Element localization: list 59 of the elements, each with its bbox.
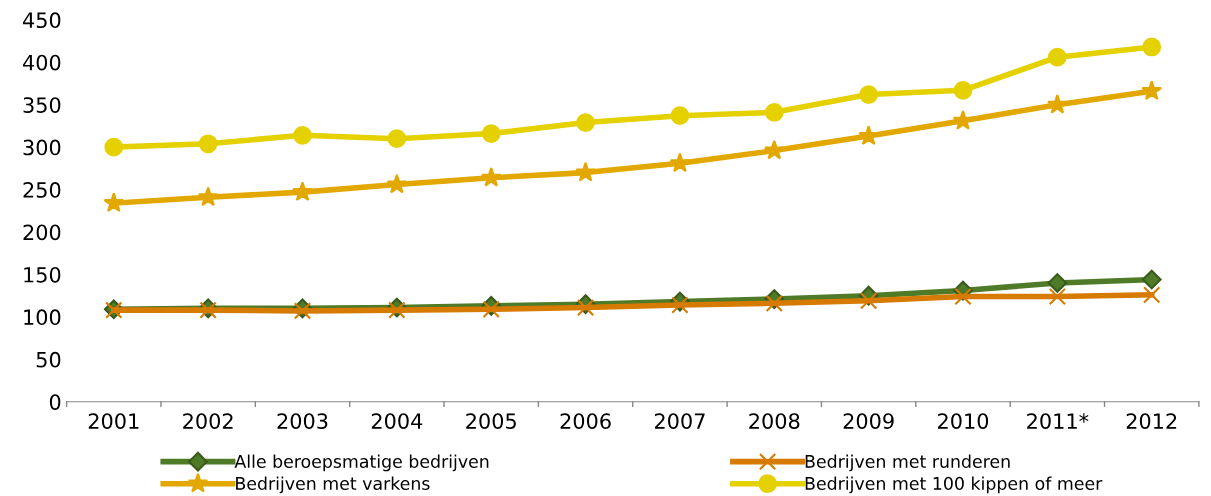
point (669, 152, 691, 173)
point (1048, 287, 1067, 306)
point (197, 186, 219, 207)
x-tick-label: 2007 (654, 413, 705, 429)
point (104, 137, 124, 157)
point (858, 125, 879, 146)
x-tick-label: 2003 (277, 413, 328, 429)
point (1047, 93, 1068, 114)
legend-label: Bedrijven met runderen (805, 454, 1010, 472)
point (293, 125, 312, 145)
point (670, 106, 690, 126)
y-tick-label: 0 (49, 394, 61, 410)
x-tick-label: 2011* (1027, 413, 1089, 429)
y-tick-label: 200 (23, 224, 61, 241)
x-tick-label: 2002 (183, 413, 233, 429)
point (953, 80, 973, 100)
legend-label: Alle beroepsmatige bedrijven (234, 454, 489, 472)
point (1142, 37, 1162, 57)
x-tick-label: 2009 (843, 413, 894, 429)
x-tick-label: 2008 (749, 413, 800, 429)
point (575, 161, 596, 182)
y-tick-label: 300 (23, 139, 61, 156)
point (576, 113, 595, 132)
point (482, 300, 500, 318)
legend-label: Bedrijven met varkens (236, 476, 430, 494)
y-tick-label: 400 (23, 54, 61, 71)
y-tick-label: 350 (23, 97, 61, 113)
y-tick-label: 250 (23, 182, 61, 198)
x-tick-label: 2005 (466, 413, 516, 429)
y-tick-label: 150 (24, 266, 61, 283)
point (764, 102, 784, 122)
x-tick-label: 2010 (938, 413, 989, 429)
x-tick-label: 2004 (371, 413, 423, 429)
point (1047, 273, 1068, 293)
point (859, 292, 878, 310)
point (1143, 286, 1161, 304)
point (1141, 269, 1162, 290)
point (1047, 47, 1067, 67)
point (671, 296, 689, 314)
point (954, 287, 972, 306)
point (292, 181, 313, 202)
point (386, 173, 408, 194)
legend-label: Bedrijven met 100 kippen of meer (805, 476, 1103, 494)
y-tick-label: 450 (23, 12, 61, 29)
point (952, 110, 974, 130)
point (859, 85, 879, 104)
point (764, 139, 785, 160)
x-tick-label: 2012 (1126, 413, 1177, 429)
point (481, 124, 501, 143)
point (198, 134, 218, 154)
point (1141, 80, 1162, 101)
point (387, 129, 407, 149)
point (765, 294, 783, 312)
x-tick-label: 2001 (88, 413, 139, 429)
x-tick-label: 2006 (560, 413, 611, 429)
point (480, 166, 502, 187)
y-tick-label: 100 (24, 309, 61, 326)
y-tick-label: 50 (36, 351, 61, 368)
point (103, 192, 125, 213)
